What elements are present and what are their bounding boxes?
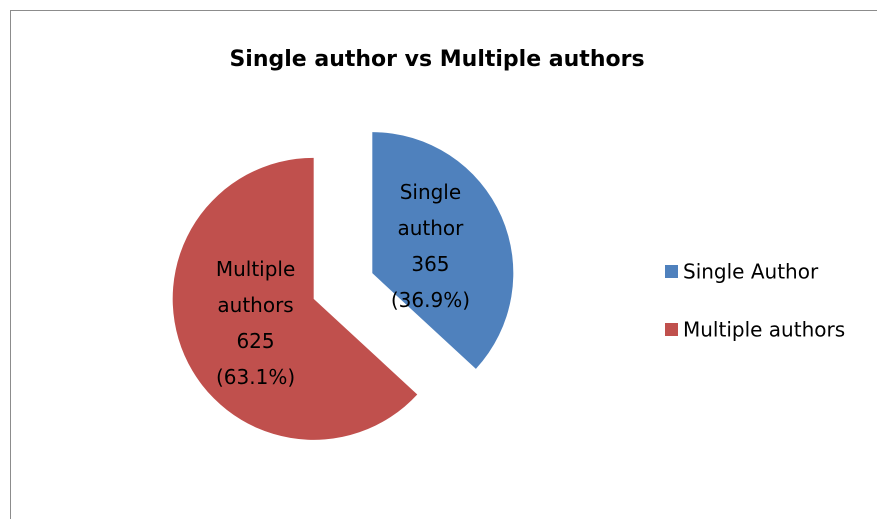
data-label: Single (400, 180, 461, 204)
legend-label: Single Author (683, 260, 819, 284)
data-label: author (397, 216, 464, 240)
data-label: authors (217, 293, 293, 317)
data-label: Multiple (216, 257, 295, 281)
pie-slice (372, 132, 514, 369)
data-label: (36.9%) (391, 288, 470, 312)
data-label: 365 (411, 252, 449, 276)
pie-slice (172, 157, 418, 440)
legend-swatch (665, 323, 678, 336)
data-label: 625 (236, 329, 274, 353)
legend-swatch (665, 265, 678, 278)
legend-label: Multiple authors (683, 318, 845, 342)
data-label: (63.1%) (216, 365, 295, 389)
chart-title: Single author vs Multiple authors (229, 47, 644, 72)
